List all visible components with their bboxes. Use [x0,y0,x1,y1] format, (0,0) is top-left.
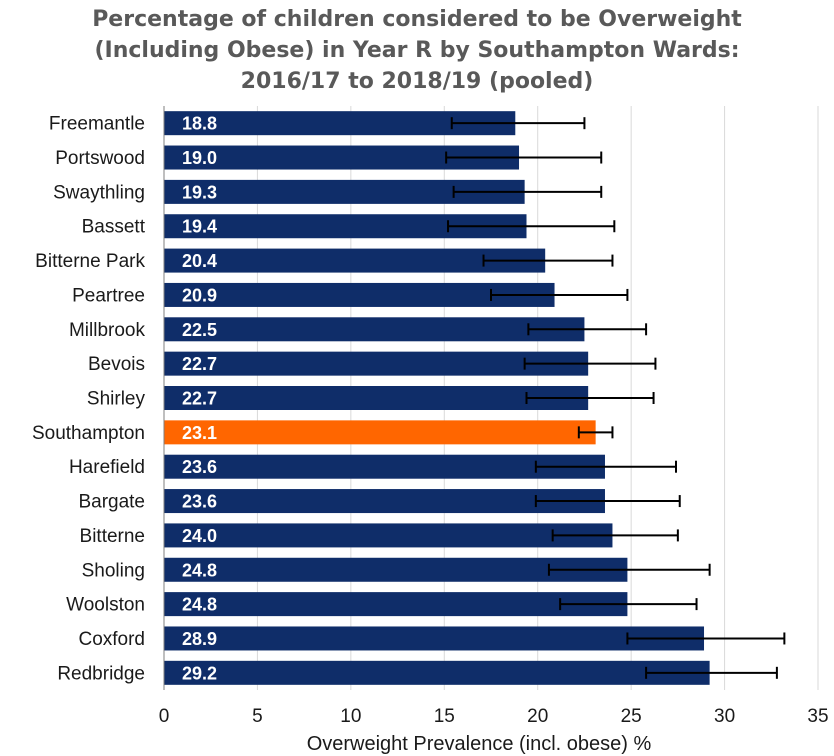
value-label: 24.0 [182,526,217,546]
bar-harefield [164,454,605,479]
category-label: Redbridge [57,663,145,684]
bar-bitterne-park [164,248,546,273]
category-label: Shirley [87,389,146,410]
category-label: Millbrook [69,320,146,341]
x-tick-label: 20 [527,706,548,727]
value-label: 20.4 [182,251,217,271]
bar-redbridge [164,660,710,685]
bar-bargate [164,489,605,514]
bar-peartree [164,282,555,307]
value-label: 22.7 [182,354,217,374]
category-label: Bargate [78,492,145,513]
value-label: 20.9 [182,285,217,305]
value-label: 22.5 [182,320,217,340]
x-tick-label: 30 [714,706,735,727]
category-label: Freemantle [49,114,145,135]
chart-title-line-3: 2016/17 to 2018/19 (pooled) [240,69,594,94]
category-label: Sholing [82,560,145,581]
value-label: 28.9 [182,629,217,649]
category-label: Southampton [32,423,145,444]
bar-bitterne [164,523,613,548]
value-label: 18.8 [182,114,217,134]
x-tick-label: 35 [807,706,828,727]
category-label: Peartree [72,285,145,306]
value-label: 23.1 [182,423,217,443]
value-label: 24.8 [182,560,217,580]
value-label: 19.4 [182,217,217,237]
category-label: Woolston [66,595,145,616]
value-label: 24.8 [182,595,217,615]
value-label: 22.7 [182,389,217,409]
value-label: 29.2 [182,663,217,683]
bar-coxford [164,626,705,651]
x-tick-label: 10 [340,706,361,727]
bar-woolston [164,592,628,617]
value-label: 23.6 [182,492,217,512]
bar-southampton [164,420,596,445]
value-label: 19.0 [182,148,217,168]
chart-title-line-2: (Including Obese) in Year R by Southampt… [94,38,740,63]
category-label: Portswood [55,148,145,169]
bar-bevois [164,351,589,376]
chart-title: Percentage of children considered to be … [0,4,834,97]
category-label: Bassett [82,217,146,238]
category-label: Swaythling [53,182,145,203]
value-label: 19.3 [182,182,217,202]
bar-shirley [164,386,589,410]
x-tick-label: 25 [621,706,642,727]
category-label: Bitterne [80,526,145,547]
category-label: Coxford [78,629,145,650]
x-tick-label: 5 [252,706,263,727]
category-label: Bevois [88,354,145,375]
x-axis-title: Overweight Prevalence (incl. obese) % [307,733,652,755]
category-label: Harefield [69,457,145,478]
bar-millbrook [164,317,585,342]
chart-title-line-1: Percentage of children considered to be … [92,7,742,32]
x-tick-label: 15 [434,706,455,727]
x-tick-label: 0 [159,706,170,727]
value-label: 23.6 [182,457,217,477]
category-label: Bitterne Park [35,251,145,272]
